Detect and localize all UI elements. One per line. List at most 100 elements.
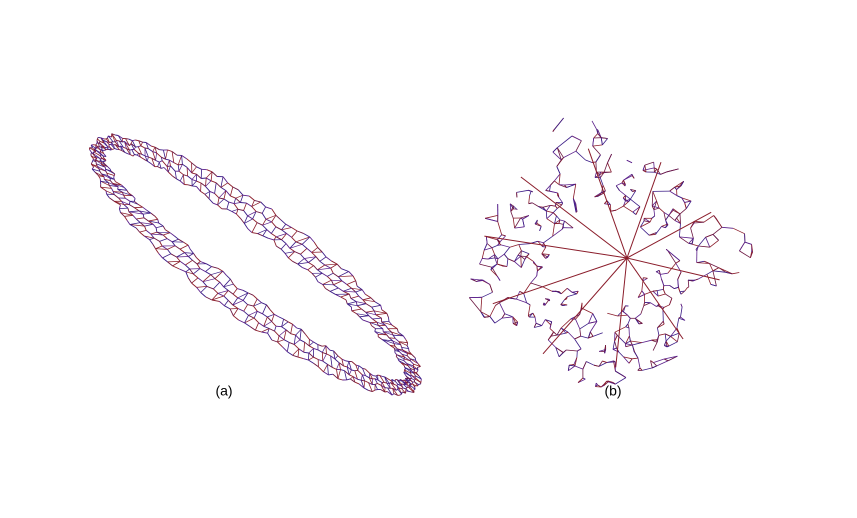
edge — [382, 375, 385, 378]
edge — [98, 147, 102, 151]
edge — [568, 365, 576, 372]
edge — [351, 369, 355, 372]
edge — [147, 160, 152, 164]
edge — [140, 222, 154, 225]
edge — [533, 262, 538, 267]
edge — [149, 239, 154, 245]
edge — [718, 267, 733, 275]
edge — [231, 211, 237, 215]
edge — [347, 303, 358, 307]
edge — [157, 219, 160, 224]
edge — [354, 370, 358, 380]
edge — [514, 261, 522, 268]
edge — [146, 156, 149, 162]
edge — [481, 291, 493, 298]
edge — [262, 221, 272, 226]
edge — [662, 307, 665, 310]
edge — [355, 291, 360, 297]
edge — [656, 168, 661, 175]
edge — [109, 185, 119, 188]
edge — [273, 236, 277, 241]
edge — [364, 380, 369, 384]
edge — [155, 248, 168, 250]
edge — [319, 260, 326, 266]
edge — [497, 221, 503, 235]
edge — [484, 316, 490, 318]
edge — [267, 332, 273, 341]
edge — [381, 321, 393, 326]
edge — [405, 390, 409, 392]
edge — [348, 293, 352, 299]
edge — [489, 316, 496, 324]
edge — [129, 224, 145, 227]
edge — [108, 182, 119, 188]
edge — [186, 167, 188, 177]
edge — [150, 231, 158, 235]
edge — [558, 173, 561, 185]
edge — [696, 245, 699, 251]
edge — [593, 364, 600, 367]
edge — [191, 166, 197, 174]
edge — [397, 389, 402, 395]
edge — [148, 156, 152, 159]
edge — [400, 344, 403, 348]
edge — [100, 180, 109, 183]
edge — [325, 345, 331, 351]
edge — [378, 333, 387, 336]
edge — [332, 272, 339, 278]
edge — [388, 321, 393, 326]
edge — [503, 246, 511, 255]
edge — [396, 385, 399, 390]
edge — [634, 318, 640, 325]
edge — [150, 145, 156, 148]
edge — [651, 191, 654, 206]
edge — [415, 360, 419, 364]
edge — [403, 360, 408, 364]
edge — [516, 298, 527, 304]
edge — [642, 367, 653, 371]
edge — [387, 328, 392, 333]
edge — [705, 234, 714, 238]
edge — [512, 323, 517, 326]
edge — [569, 364, 575, 367]
edge — [301, 266, 308, 271]
edge — [688, 243, 693, 245]
edge — [512, 316, 518, 323]
edge — [124, 141, 131, 151]
edge — [263, 321, 272, 327]
edge — [416, 369, 419, 372]
edge — [187, 184, 193, 187]
edge — [275, 214, 282, 221]
edge — [637, 290, 643, 298]
edge — [309, 339, 314, 343]
edge — [694, 221, 704, 224]
edge — [594, 171, 597, 178]
edge — [161, 245, 168, 250]
edge — [293, 335, 296, 345]
edge — [480, 311, 485, 318]
edge — [491, 245, 498, 249]
edge — [113, 179, 116, 182]
edge — [138, 140, 142, 146]
edge — [410, 380, 413, 383]
edge — [325, 288, 331, 292]
edge — [552, 208, 558, 213]
edge — [155, 227, 158, 233]
edge — [355, 289, 363, 293]
edge — [360, 380, 365, 389]
edge — [537, 241, 543, 247]
edge — [408, 390, 412, 393]
edge — [550, 205, 556, 207]
edge — [167, 249, 172, 255]
edge — [614, 331, 618, 336]
edge — [155, 248, 159, 254]
edge — [138, 210, 144, 215]
edge — [656, 290, 659, 297]
edge — [132, 140, 136, 148]
edge — [541, 253, 549, 258]
edge — [177, 155, 182, 166]
edge — [549, 324, 552, 329]
edge — [329, 287, 339, 292]
edge — [648, 232, 657, 236]
edge — [558, 223, 564, 225]
